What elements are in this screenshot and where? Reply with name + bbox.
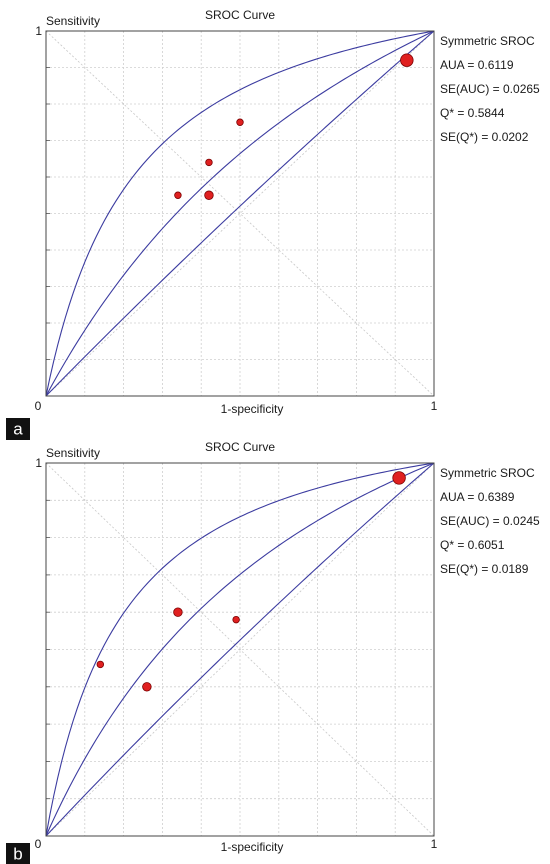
stats-line: AUA = 0.6119	[440, 58, 514, 72]
plot-frame	[45, 462, 435, 837]
study-point	[142, 682, 152, 692]
chart-title: SROC Curve	[205, 440, 275, 454]
sroc-curve	[45, 462, 435, 837]
stats-line: SE(Q*) = 0.0189	[440, 562, 529, 576]
stats-line: SE(Q*) = 0.0202	[440, 130, 529, 144]
origin-tick-label: 0	[35, 399, 42, 413]
x-axis-label: 1-specificity	[221, 402, 284, 416]
chart-title: SROC Curve	[205, 8, 275, 22]
sroc-lower-curve	[45, 462, 435, 837]
y-axis-label: Sensitivity	[46, 14, 100, 28]
anti-diagonal	[45, 30, 435, 397]
sroc-upper-curve	[45, 30, 435, 397]
sroc-curve	[45, 30, 435, 397]
study-point	[96, 660, 105, 669]
x-axis-label: 1-specificity	[221, 840, 284, 854]
y-axis-label: Sensitivity	[46, 446, 100, 460]
origin-tick-label: 0	[35, 837, 42, 851]
stats-line: Symmetric SROC	[440, 466, 535, 480]
study-point	[173, 607, 183, 617]
study-point	[204, 190, 214, 200]
plot-frame	[45, 30, 435, 397]
panel-tag-box	[6, 418, 30, 440]
stats-line: Q* = 0.5844	[440, 106, 505, 120]
study-point	[392, 471, 406, 485]
panel-tag-box	[6, 843, 30, 864]
study-point	[174, 191, 182, 199]
x-tick-label-max: 1	[431, 399, 438, 413]
y-tick-label-max: 1	[35, 24, 42, 38]
stats-line: Q* = 0.6051	[440, 538, 505, 552]
study-point	[236, 118, 244, 126]
y-tick-label-max: 1	[35, 456, 42, 470]
study-point	[400, 53, 414, 67]
chance-diagonal	[45, 30, 435, 397]
stats-line: Symmetric SROC	[440, 34, 535, 48]
panel-tag-label: a	[13, 420, 23, 439]
study-point	[232, 615, 240, 624]
study-point	[205, 158, 213, 167]
sroc-lower-curve	[45, 30, 435, 397]
stats-line: SE(AUC) = 0.0245	[440, 514, 540, 528]
stats-line: SE(AUC) = 0.0265	[440, 82, 540, 96]
panel-tag-label: b	[13, 845, 22, 864]
stats-line: AUA = 0.6389	[440, 490, 515, 504]
x-tick-label-max: 1	[431, 837, 438, 851]
sroc-upper-curve	[45, 462, 435, 837]
sroc-panel-a: SROC Curve Sensitivity 1-specificity 1 0 1 Sym…	[6, 8, 540, 440]
anti-diagonal	[45, 462, 435, 837]
sroc-panel-b: SROC Curve Sensitivity 1-specificity 1 0 1 Sym…	[6, 440, 540, 864]
